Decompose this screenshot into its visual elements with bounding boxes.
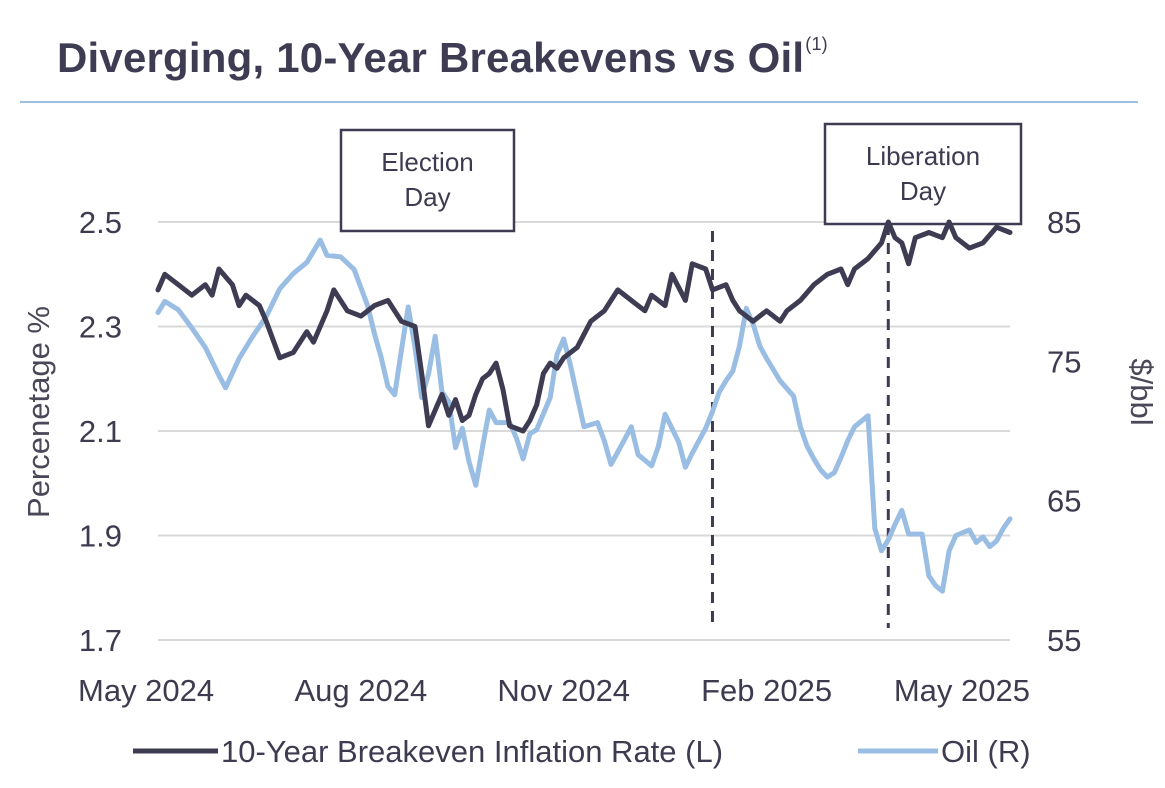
annotation-label-line1: Election xyxy=(381,147,474,177)
y-left-tick-label: 1.7 xyxy=(79,623,122,658)
breakeven-series-line xyxy=(155,219,1013,434)
chart-title-text: Diverging, 10-Year Breakevens vs Oil xyxy=(57,34,805,81)
y-axis-left-title: Percenetage % xyxy=(21,306,56,518)
annotation-label-line2: Day xyxy=(404,182,450,212)
oil-series-line xyxy=(155,237,1013,594)
y-right-tick-label: 75 xyxy=(1047,344,1081,379)
y-left-tick-label: 2.1 xyxy=(79,414,122,449)
y-right-tick-label: 65 xyxy=(1047,484,1081,519)
chart-title: Diverging, 10-Year Breakevens vs Oil(1) xyxy=(57,34,828,82)
annotation-box xyxy=(339,128,516,233)
y-axis-right-title: $/bbl xyxy=(1124,358,1159,425)
y-axis-left: 2.5 2.3 2.1 1.9 1.7 xyxy=(79,205,122,658)
legend: 10-Year Breakeven Inflation Rate (L) Oil … xyxy=(133,734,1031,769)
annotations: Election Day Liberation Day xyxy=(339,122,1023,628)
annotation-label-line2: Day xyxy=(900,176,946,206)
legend-label-oil: Oil (R) xyxy=(941,734,1031,769)
series-lines xyxy=(155,219,1013,594)
x-tick-label: Nov 2024 xyxy=(497,673,630,708)
x-axis: May 2024 Aug 2024 Nov 2024 Feb 2025 May 2025 xyxy=(78,673,1030,708)
y-left-tick-label: 1.9 xyxy=(79,519,122,554)
legend-label-breakeven: 10-Year Breakeven Inflation Rate (L) xyxy=(221,734,723,769)
y-axis-right: 85 75 65 55 xyxy=(1047,205,1081,658)
x-tick-label: May 2025 xyxy=(894,673,1030,708)
x-tick-label: May 2024 xyxy=(78,673,214,708)
y-right-tick-label: 55 xyxy=(1047,623,1081,658)
y-left-tick-label: 2.5 xyxy=(79,205,122,240)
y-right-tick-label: 85 xyxy=(1047,205,1081,240)
annotation-box xyxy=(823,122,1023,226)
x-tick-label: Aug 2024 xyxy=(294,673,427,708)
y-left-tick-label: 2.3 xyxy=(79,310,122,345)
annotation-label-line1: Liberation xyxy=(866,141,980,171)
x-tick-label: Feb 2025 xyxy=(701,673,832,708)
title-footnote: (1) xyxy=(805,34,828,54)
title-divider xyxy=(20,101,1138,103)
